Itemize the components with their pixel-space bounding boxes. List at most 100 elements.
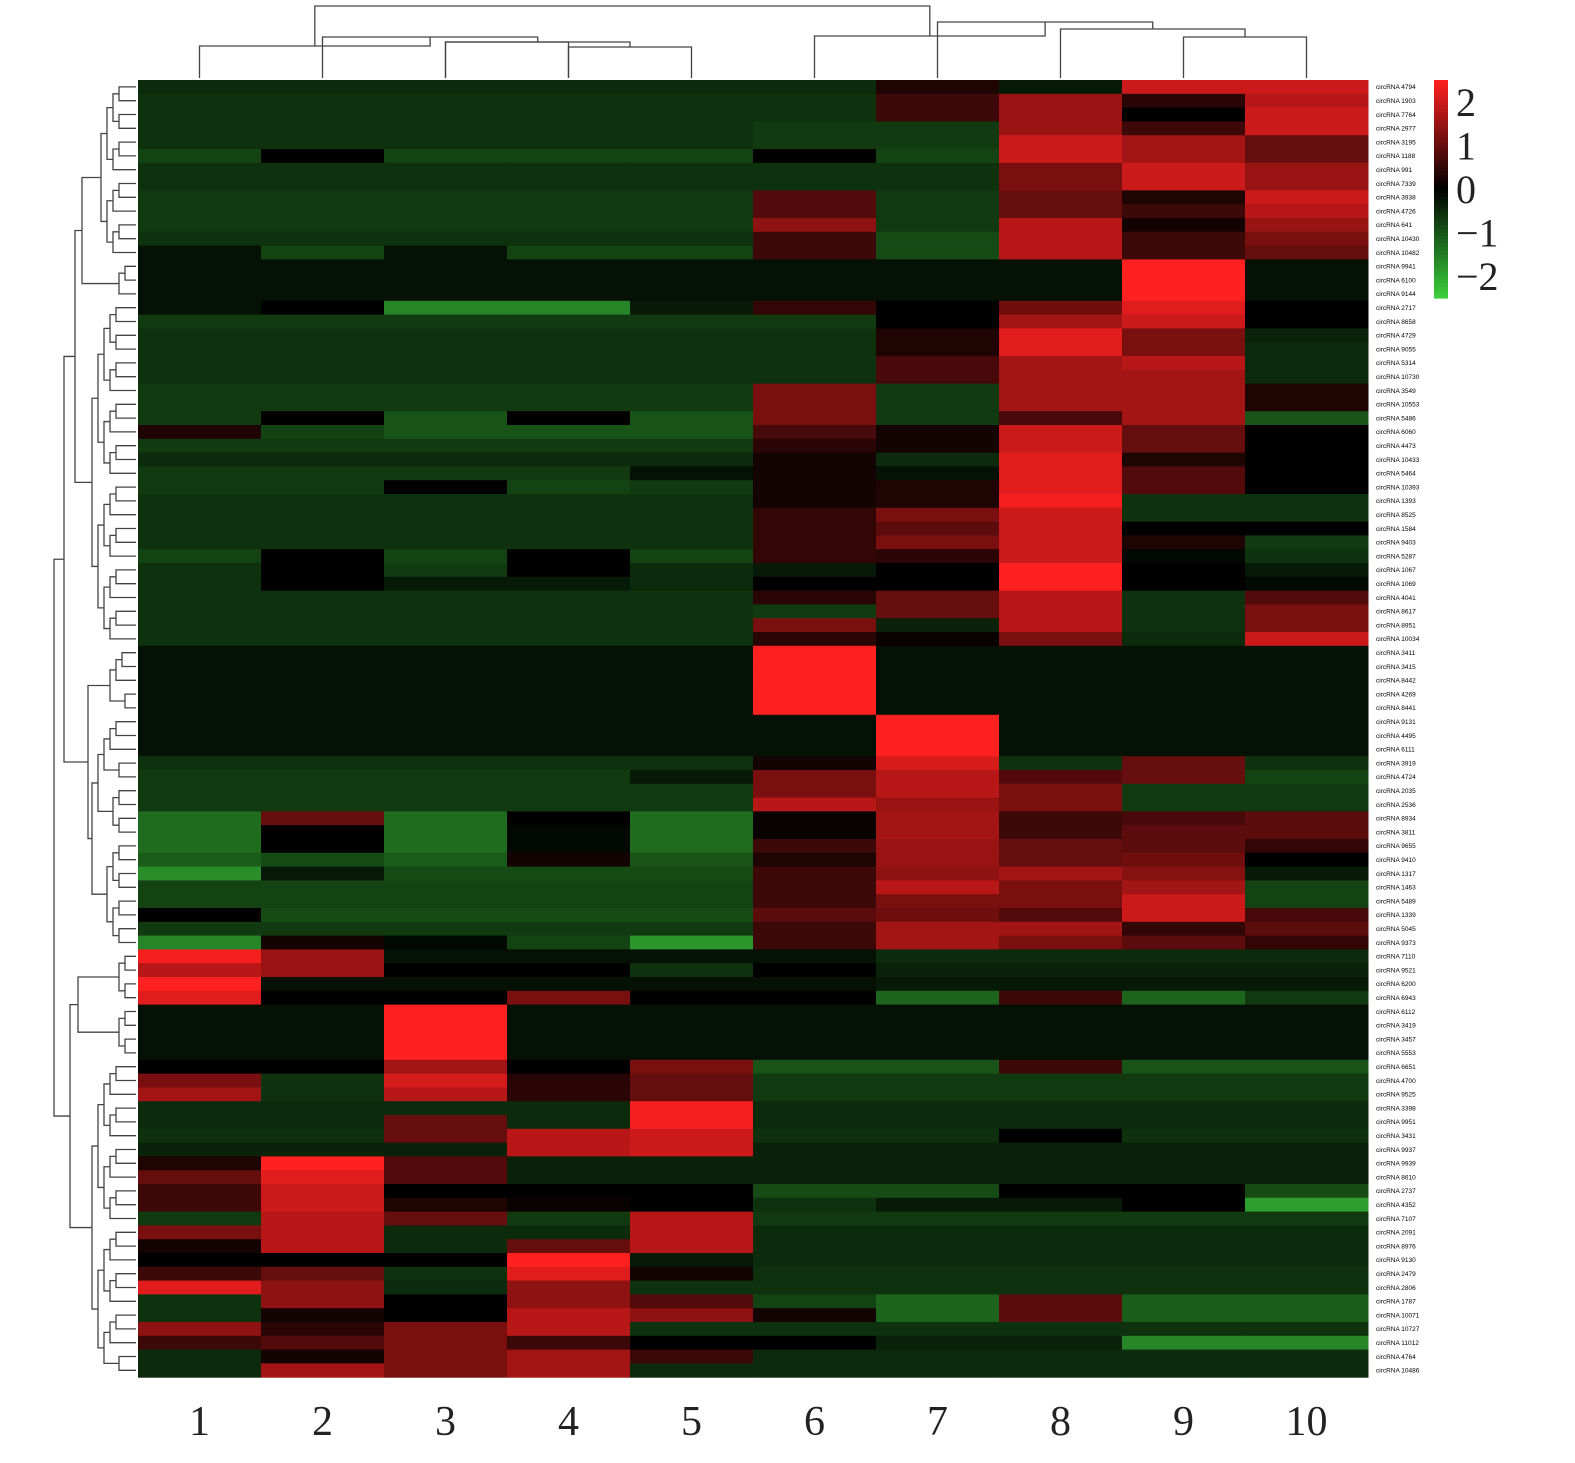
heatmap-cell: [1245, 1225, 1369, 1240]
heatmap-cell: [1245, 645, 1369, 661]
heatmap-cell: [1245, 604, 1369, 619]
heatmap-cell: [999, 797, 1123, 812]
heatmap-cell: [1245, 480, 1369, 495]
dendrogram-link: [124, 955, 136, 971]
heatmap-cell: [507, 107, 631, 122]
heatmap-cell: [261, 714, 385, 730]
heatmap-cell: [138, 949, 262, 964]
heatmap-cell: [138, 921, 262, 937]
heatmap-cell: [507, 135, 631, 150]
heatmap-cell: [261, 135, 385, 150]
heatmap-cell: [630, 1197, 754, 1213]
heatmap-cell: [753, 342, 877, 357]
heatmap-cell: [753, 1059, 877, 1075]
heatmap-cell: [261, 1018, 385, 1033]
heatmap-cell: [1245, 300, 1369, 316]
heatmap-cell: [384, 673, 508, 688]
legend-gradient-step: [1434, 174, 1448, 179]
heatmap-cell: [1245, 1239, 1369, 1254]
dendrogram-link: [115, 1231, 136, 1247]
heatmap-cell: [1245, 425, 1369, 440]
heatmap-cell: [507, 162, 631, 178]
heatmap-cell: [138, 494, 262, 509]
heatmap-cell: [261, 1184, 385, 1199]
legend-gradient-step: [1434, 196, 1448, 201]
heatmap-cell: [261, 632, 385, 647]
heatmap-cell: [1122, 121, 1246, 136]
heatmap-cell: [630, 218, 754, 233]
heatmap-cell: [753, 1170, 877, 1185]
dendrogram-link: [112, 93, 119, 123]
legend-gradient-step: [1434, 152, 1448, 157]
heatmap-cell: [261, 949, 385, 964]
heatmap-cell: [1122, 935, 1246, 950]
heatmap-cell: [138, 411, 262, 426]
heatmap-cell: [261, 701, 385, 716]
heatmap-cell: [384, 411, 508, 426]
heatmap-cell: [876, 811, 1000, 826]
row-label: circRNA 7339: [1376, 181, 1416, 188]
heatmap-cell: [138, 645, 262, 661]
heatmap-cell: [261, 687, 385, 702]
heatmap-cell: [876, 1211, 1000, 1226]
heatmap-cell: [876, 397, 1000, 412]
heatmap-cell: [138, 701, 262, 716]
heatmap-cell: [1245, 342, 1369, 357]
heatmap-cell: [384, 894, 508, 909]
row-label: circRNA 4726: [1376, 208, 1416, 215]
dendrogram-link: [118, 1355, 136, 1371]
heatmap-cell: [753, 397, 877, 412]
heatmap-cell: [138, 218, 262, 233]
heatmap-cell: [999, 590, 1123, 605]
heatmap-cell: [999, 149, 1123, 164]
heatmap-cell: [1245, 1073, 1369, 1088]
dendrogram-link: [103, 738, 119, 771]
heatmap-cell: [1122, 880, 1246, 895]
heatmap-cell: [999, 1073, 1123, 1088]
heatmap-cell: [261, 80, 385, 95]
heatmap-cell: [876, 80, 1000, 95]
heatmap-cell: [876, 1032, 1000, 1047]
heatmap-cell: [630, 1280, 754, 1295]
heatmap-cell: [138, 687, 262, 702]
heatmap-cell: [1245, 1294, 1369, 1309]
row-label: circRNA 8525: [1376, 512, 1416, 519]
heatmap-cell: [630, 1363, 754, 1378]
heatmap-cell: [999, 1059, 1123, 1075]
heatmap-cell: [1245, 1004, 1369, 1019]
heatmap-cell: [753, 1046, 877, 1061]
heatmap-cell: [261, 797, 385, 812]
heatmap-cell: [1245, 162, 1369, 178]
heatmap-cell: [384, 480, 508, 495]
heatmap-cell: [876, 314, 1000, 329]
heatmap-cell: [138, 328, 262, 343]
heatmap-cell: [999, 190, 1123, 205]
row-label: circRNA 3411: [1376, 650, 1416, 657]
heatmap-cell: [753, 1142, 877, 1157]
legend-gradient-step: [1434, 258, 1448, 263]
heatmap-cell: [384, 1032, 508, 1047]
heatmap-cell: [1122, 632, 1246, 647]
heatmap-cell: [261, 204, 385, 219]
heatmap-cell: [138, 1142, 262, 1157]
heatmap-cell: [753, 618, 877, 633]
heatmap-cell: [1122, 494, 1246, 509]
heatmap-cell: [1122, 1253, 1246, 1268]
heatmap-cell: [876, 411, 1000, 426]
dendrogram-link: [97, 753, 113, 813]
dendrogram-link: [106, 106, 113, 160]
dendrogram-link: [63, 355, 88, 763]
heatmap-cell: [1122, 714, 1246, 730]
row-label: circRNA 2737: [1376, 1188, 1416, 1195]
heatmap-cell: [261, 673, 385, 688]
heatmap-cell: [384, 590, 508, 605]
row-label: circRNA 6112: [1376, 1009, 1416, 1016]
heatmap-cell: [876, 618, 1000, 633]
row-label: circRNA 9403: [1376, 540, 1416, 547]
row-label: circRNA 6060: [1376, 429, 1416, 436]
heatmap-cell: [876, 1280, 1000, 1295]
heatmap-cell: [1122, 783, 1246, 799]
dendrogram-link: [115, 362, 136, 378]
heatmap-cell: [999, 1335, 1123, 1351]
dendrogram-link: [118, 182, 136, 198]
